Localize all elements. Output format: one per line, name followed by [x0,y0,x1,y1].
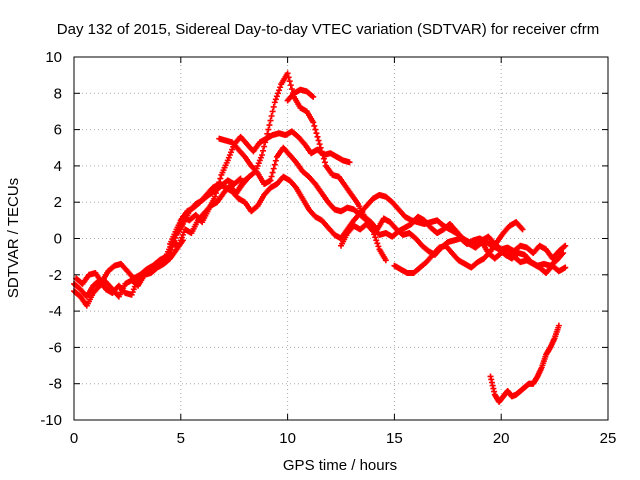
x-tick-label: 10 [279,430,296,447]
data-point [287,82,294,89]
data-point [371,231,378,238]
data-point [320,155,327,162]
data-point [267,177,274,184]
data-point [560,250,567,257]
data-point [261,143,268,150]
data-point [277,84,284,91]
data-point [317,144,324,151]
x-axis-label: GPS time / hours [283,457,397,474]
data-point [274,90,281,97]
y-tick-label: -10 [40,412,62,429]
y-tick-label: -4 [49,303,62,320]
data-point [346,159,353,166]
data-point [310,93,317,100]
data-point [309,93,316,100]
data-point [263,135,270,142]
y-tick-label: -8 [49,376,62,393]
data-point [288,86,295,93]
data-point [555,322,562,329]
data-point [319,152,326,159]
series-arc-3 [71,237,186,309]
x-tick-label: 25 [600,430,617,447]
data-point [269,108,276,115]
y-tick-label: -6 [49,339,62,356]
data-point [519,226,526,233]
series-arc-10 [391,219,526,276]
data-point [217,175,224,182]
x-tick-label: 5 [177,430,185,447]
data-point [312,126,319,133]
data-point [374,240,381,247]
data-point [285,74,292,81]
data-point [251,169,258,176]
data-point [286,78,293,85]
data-point [382,257,389,264]
data-point [266,122,273,129]
data-point [375,243,382,250]
data-point [260,147,267,154]
series-arc-7 [233,70,567,269]
y-tick-label: 8 [54,85,62,102]
data-point [284,70,291,77]
data-point [271,99,278,106]
data-point [236,176,243,183]
data-point [237,175,244,182]
data-point [267,117,274,124]
y-tick-label: 4 [54,158,62,175]
data-point [562,242,569,249]
series-arc-2 [73,173,253,287]
data-point [213,190,220,197]
y-tick-label: 2 [54,194,62,211]
grid-lines [74,57,608,420]
data-point [211,193,218,200]
data-point [315,137,322,144]
data-point [179,237,186,244]
data-point [272,157,279,164]
series-arc-5 [177,173,569,262]
data-point [273,93,280,100]
data-point [318,148,325,155]
y-axis-label: SDTVAR / TECUs [5,178,22,298]
data-point [372,234,379,241]
data-point [268,112,275,119]
data-point [321,159,328,166]
x-tick-label: 15 [386,430,403,447]
data-point [562,264,569,271]
data-point [561,243,568,250]
data-point [271,161,278,168]
data-points [71,70,569,405]
data-point [268,173,275,180]
data-point [272,96,279,103]
data-point [314,133,321,140]
axis-ticks: 0 5 10 15 20 25 -10 -8 -6 -4 -2 0 2 4 6 8 10 [40,49,616,447]
data-point [270,165,277,172]
data-point [264,130,271,137]
x-tick-label: 0 [70,430,78,447]
data-point [262,139,269,146]
data-point [370,228,377,235]
series-arc-8 [284,86,317,104]
x-tick-label: 20 [493,430,510,447]
series-arc-11 [487,322,562,405]
data-point [313,130,320,137]
series-arc-9 [338,220,389,264]
y-tick-label: -2 [49,267,62,284]
y-tick-label: 10 [45,49,62,66]
data-point [310,119,317,126]
data-point [311,122,318,129]
data-point [373,237,380,244]
y-tick-label: 0 [54,231,62,248]
data-point [258,152,265,159]
chart-title: Day 132 of 2015, Sidereal Day-to-day VTE… [57,21,599,38]
data-point [265,126,272,133]
series-arc-1 [71,175,244,300]
y-tick-label: 6 [54,122,62,139]
data-point [269,169,276,176]
data-point [316,141,323,148]
data-point [276,87,283,94]
data-point [270,103,277,110]
